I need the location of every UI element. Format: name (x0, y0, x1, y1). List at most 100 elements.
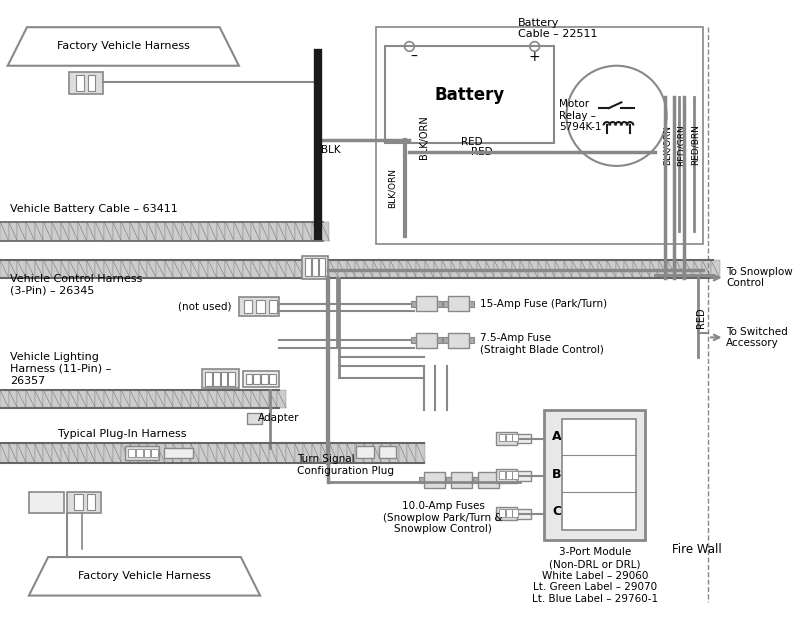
Text: Turn Signal
Configuration Plug: Turn Signal Configuration Plug (297, 454, 394, 475)
Bar (78, 391, 86, 408)
Bar (165, 391, 174, 408)
Bar (213, 372, 220, 386)
Bar (156, 443, 165, 463)
Bar (303, 443, 312, 463)
Bar (434, 260, 442, 278)
Bar (518, 434, 530, 443)
Bar (221, 372, 227, 386)
Bar (286, 260, 294, 278)
Bar (642, 260, 650, 278)
Bar (208, 260, 217, 278)
Bar (260, 222, 269, 241)
Bar (95, 260, 104, 278)
Bar (294, 260, 303, 278)
Bar (425, 260, 434, 278)
Bar (228, 372, 235, 386)
Bar (0, 391, 9, 408)
Bar (122, 391, 130, 408)
Bar (451, 260, 459, 278)
Bar (424, 472, 445, 488)
Bar (78, 222, 86, 241)
Bar (86, 222, 95, 241)
Bar (269, 443, 278, 463)
Bar (130, 222, 138, 241)
Bar (382, 260, 390, 278)
Text: RED/GRN: RED/GRN (677, 124, 686, 166)
Bar (242, 391, 251, 408)
Bar (294, 443, 303, 463)
Bar (260, 260, 269, 278)
Bar (711, 260, 720, 278)
Text: 7.5-Amp Fuse
(Straight Blade Control): 7.5-Amp Fuse (Straight Blade Control) (480, 334, 604, 355)
Bar (226, 222, 234, 241)
Bar (208, 391, 217, 408)
Text: Vehicle Battery Cable – 63411: Vehicle Battery Cable – 63411 (10, 204, 178, 214)
Bar (76, 75, 84, 91)
Bar (376, 27, 703, 244)
Bar (234, 260, 242, 278)
Bar (416, 443, 425, 463)
Bar (0, 222, 9, 241)
Bar (459, 260, 468, 278)
Bar (269, 260, 278, 278)
Bar (382, 443, 390, 463)
Bar (416, 332, 438, 348)
Bar (472, 477, 477, 483)
Bar (78, 260, 86, 278)
Bar (469, 301, 474, 307)
Bar (563, 260, 572, 278)
Bar (138, 391, 147, 408)
Text: Vehicle Control Harness
(3-Pin) – 26345: Vehicle Control Harness (3-Pin) – 26345 (10, 274, 142, 295)
Bar (518, 472, 530, 481)
Bar (34, 443, 43, 463)
Bar (43, 222, 52, 241)
Bar (496, 432, 518, 445)
Bar (182, 260, 190, 278)
Bar (86, 443, 95, 463)
Bar (9, 391, 18, 408)
Bar (0, 443, 9, 463)
Bar (355, 443, 364, 463)
Bar (165, 260, 174, 278)
Bar (104, 260, 113, 278)
Bar (254, 374, 260, 384)
Text: BLK: BLK (321, 145, 341, 154)
Bar (419, 477, 424, 483)
Bar (386, 46, 554, 143)
Bar (538, 260, 546, 278)
Bar (312, 443, 321, 463)
Bar (520, 260, 529, 278)
Bar (676, 260, 685, 278)
Bar (286, 222, 294, 241)
Bar (234, 222, 242, 241)
Text: Vehicle Lighting
Harness (11-Pin) –
26357: Vehicle Lighting Harness (11-Pin) – 2635… (10, 352, 111, 386)
Bar (473, 477, 478, 483)
Bar (199, 222, 208, 241)
Bar (138, 443, 147, 463)
Bar (147, 443, 156, 463)
Bar (364, 260, 373, 278)
Bar (302, 256, 329, 278)
Bar (43, 260, 52, 278)
Bar (598, 260, 607, 278)
Bar (590, 260, 598, 278)
Bar (128, 449, 135, 457)
Bar (199, 391, 208, 408)
Bar (70, 222, 78, 241)
Bar (242, 222, 251, 241)
Bar (468, 260, 477, 278)
Bar (26, 260, 34, 278)
Bar (147, 260, 156, 278)
Bar (52, 222, 61, 241)
Bar (34, 222, 43, 241)
Bar (199, 260, 208, 278)
Bar (217, 443, 226, 463)
Bar (61, 222, 70, 241)
Bar (18, 391, 26, 408)
Bar (130, 443, 138, 463)
Bar (438, 301, 442, 307)
Bar (269, 391, 278, 408)
Bar (251, 391, 260, 408)
Text: RED/BRN: RED/BRN (691, 124, 700, 165)
Bar (445, 477, 450, 483)
